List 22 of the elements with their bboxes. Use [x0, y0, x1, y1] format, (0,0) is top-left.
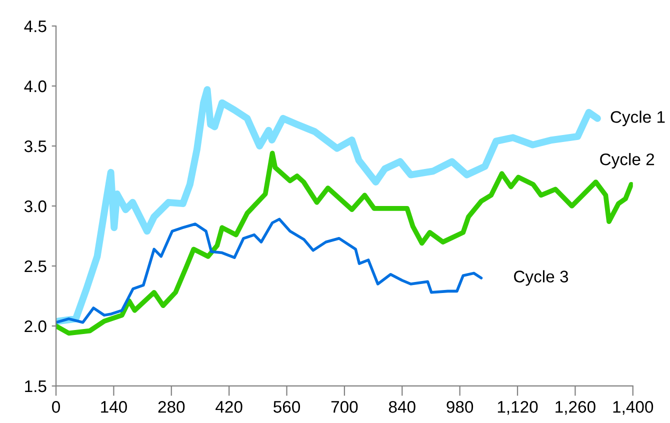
y-tick-label: 2.5 [24, 260, 46, 272]
x-tick-label: 700 [331, 401, 358, 413]
series-label: Cycle 3 [514, 270, 568, 286]
x-tick-label: 980 [446, 401, 474, 413]
y-tick-label: 3.5 [24, 140, 46, 152]
y-tick-label: 4.5 [24, 20, 46, 32]
x-tick-label: 280 [158, 401, 185, 413]
x-tick-label: 1,120 [498, 401, 538, 415]
series-label: Cycle 2 [600, 153, 654, 169]
x-tick-label: 1,400 [613, 401, 654, 415]
y-tick-label: 3.0 [24, 200, 46, 212]
line-series [56, 218, 483, 324]
x-tick-label: 560 [274, 401, 300, 413]
y-tick-label: 2.0 [24, 320, 46, 332]
x-tick-label: 1,260 [556, 401, 596, 415]
x-tick-label: 840 [388, 401, 416, 413]
series-label: Cycle 1 [610, 110, 665, 126]
y-tick-label: 1.5 [25, 380, 46, 392]
y-tick-label: 4.0 [24, 80, 46, 92]
x-tick-label: 140 [101, 401, 127, 413]
x-tick-label: 0 [52, 401, 60, 413]
x-tick-label: 420 [216, 401, 242, 413]
